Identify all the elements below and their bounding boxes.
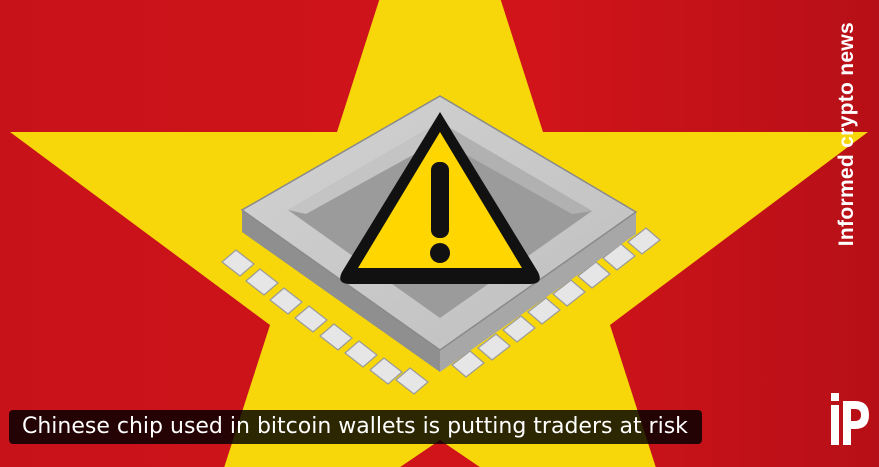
chip-pins-left	[221, 249, 429, 395]
headline-caption: Chinese chip used in bitcoin wallets is …	[9, 410, 702, 444]
chip-side-left	[242, 210, 440, 372]
warning-icon	[340, 112, 540, 284]
ip-logo-icon	[831, 393, 869, 445]
brand-tagline: Informed crypto news	[835, 22, 858, 247]
chip-pins-right	[451, 227, 661, 378]
chip-side-right	[440, 212, 636, 372]
chip-cavity-wall	[288, 122, 440, 214]
